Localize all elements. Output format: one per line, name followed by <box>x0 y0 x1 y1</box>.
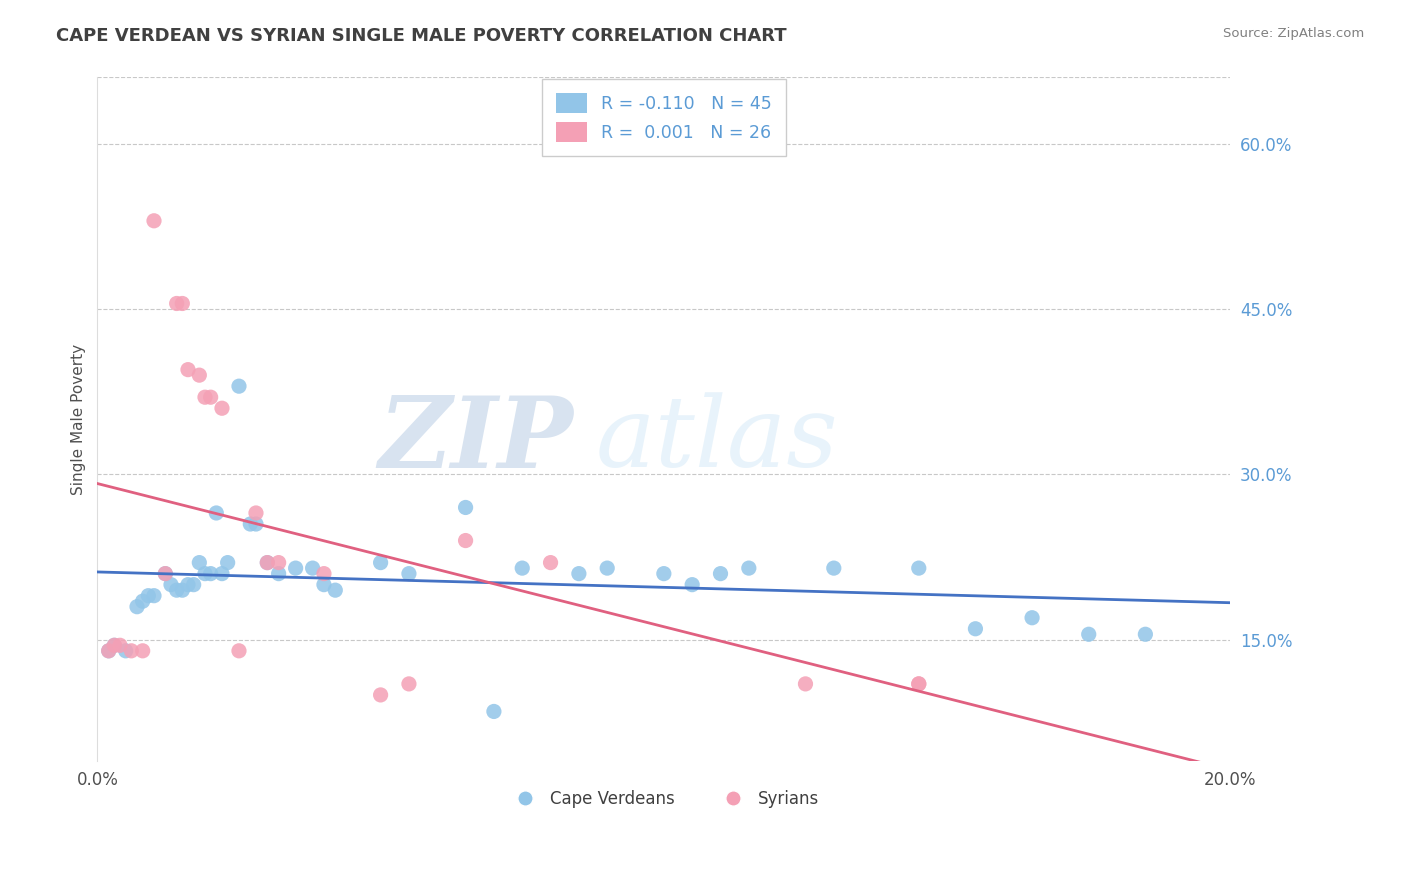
Point <box>454 500 477 515</box>
Legend: Cape Verdeans, Syrians: Cape Verdeans, Syrians <box>502 783 825 814</box>
Point <box>217 556 239 570</box>
Point <box>97 644 120 658</box>
Point <box>172 296 194 310</box>
Point <box>794 677 817 691</box>
Point <box>125 599 148 614</box>
Text: atlas: atlas <box>596 392 838 487</box>
Y-axis label: Single Male Poverty: Single Male Poverty <box>72 343 86 495</box>
Point <box>183 577 205 591</box>
Point <box>681 577 703 591</box>
Point <box>211 566 233 581</box>
Point <box>143 589 166 603</box>
Point <box>108 638 131 652</box>
Point <box>398 566 420 581</box>
Point <box>114 644 136 658</box>
Point <box>155 566 177 581</box>
Point <box>131 594 153 608</box>
Point <box>228 379 250 393</box>
Point <box>267 556 290 570</box>
Point <box>103 638 125 652</box>
Point <box>907 677 929 691</box>
Point <box>965 622 987 636</box>
Point <box>97 644 120 658</box>
Text: ZIP: ZIP <box>378 392 574 488</box>
Point <box>160 577 183 591</box>
Point <box>398 677 420 691</box>
Point <box>454 533 477 548</box>
Point <box>138 589 160 603</box>
Point <box>211 401 233 416</box>
Point <box>256 556 278 570</box>
Point <box>188 556 211 570</box>
Point <box>652 566 675 581</box>
Point <box>103 638 125 652</box>
Point <box>301 561 323 575</box>
Point <box>177 362 200 376</box>
Point <box>284 561 307 575</box>
Point <box>131 644 153 658</box>
Point <box>1135 627 1157 641</box>
Point <box>738 561 761 575</box>
Text: Source: ZipAtlas.com: Source: ZipAtlas.com <box>1223 27 1364 40</box>
Point <box>166 583 188 598</box>
Point <box>166 296 188 310</box>
Point <box>1077 627 1099 641</box>
Point <box>172 583 194 598</box>
Point <box>194 566 217 581</box>
Point <box>312 577 335 591</box>
Point <box>1021 611 1043 625</box>
Point <box>256 556 278 570</box>
Point <box>245 506 267 520</box>
Point <box>482 705 505 719</box>
Point <box>823 561 845 575</box>
Point <box>228 644 250 658</box>
Point <box>312 566 335 581</box>
Point <box>200 566 222 581</box>
Point <box>370 556 392 570</box>
Point <box>143 214 166 228</box>
Point <box>188 368 211 383</box>
Point <box>907 677 929 691</box>
Point <box>540 556 562 570</box>
Point <box>370 688 392 702</box>
Point <box>510 561 533 575</box>
Point <box>245 516 267 531</box>
Text: CAPE VERDEAN VS SYRIAN SINGLE MALE POVERTY CORRELATION CHART: CAPE VERDEAN VS SYRIAN SINGLE MALE POVER… <box>56 27 787 45</box>
Point <box>155 566 177 581</box>
Point <box>239 516 262 531</box>
Point <box>200 390 222 404</box>
Point <box>120 644 142 658</box>
Point <box>709 566 731 581</box>
Point <box>907 561 929 575</box>
Point <box>267 566 290 581</box>
Point <box>205 506 228 520</box>
Point <box>596 561 619 575</box>
Point <box>323 583 346 598</box>
Point <box>194 390 217 404</box>
Point <box>568 566 591 581</box>
Point <box>177 577 200 591</box>
